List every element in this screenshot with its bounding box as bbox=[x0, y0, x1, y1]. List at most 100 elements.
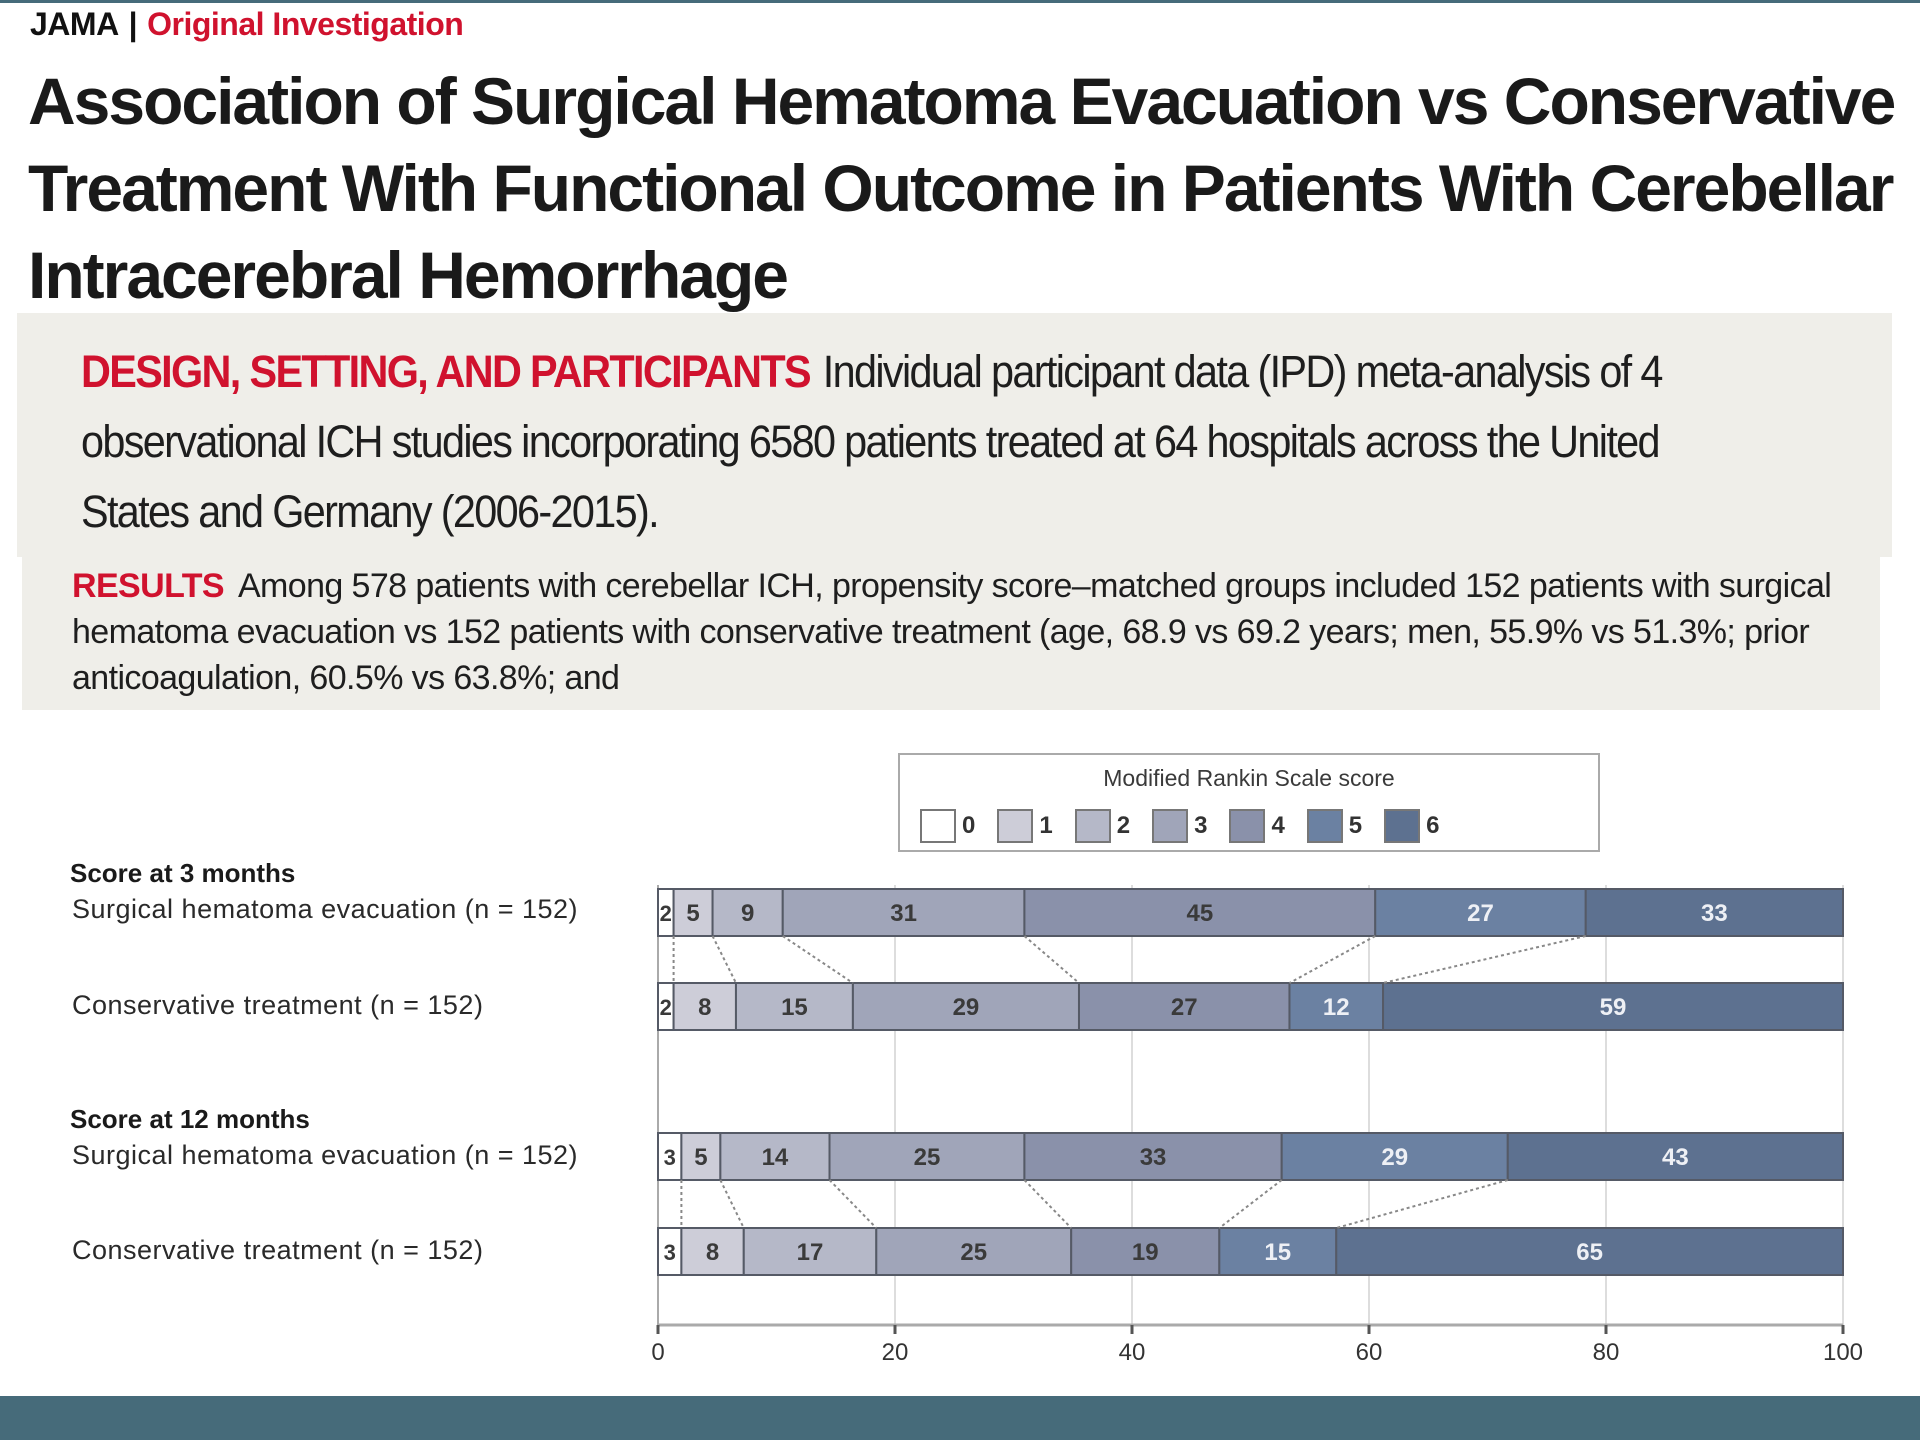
bar-segment-g0-r1-score1 bbox=[672, 982, 737, 1031]
bar-label-g0-r1-score5: 12 bbox=[1323, 994, 1350, 1021]
legend-swatch-2 bbox=[1074, 809, 1111, 843]
design-text: Individual participant data (IPD) meta-a… bbox=[81, 346, 1663, 537]
top-rule bbox=[0, 0, 1920, 3]
bar-label-g1-r0-score3: 25 bbox=[914, 1144, 941, 1171]
bar-label-g0-r1-score4: 27 bbox=[1171, 994, 1198, 1021]
bar-label-g1-r0-score4: 33 bbox=[1140, 1144, 1167, 1171]
legend-swatch-4 bbox=[1229, 809, 1266, 843]
header-separator: | bbox=[128, 6, 138, 42]
row-label-3m-conservative: Conservative treatment (n = 152) bbox=[72, 990, 484, 1020]
legend-label-5: 5 bbox=[1348, 812, 1363, 839]
x-tick-label-40: 40 bbox=[1119, 1339, 1146, 1366]
bar-segment-g1-r0-score5 bbox=[1280, 1132, 1509, 1181]
bar-segment-g0-r1-score6 bbox=[1382, 982, 1844, 1031]
legend-items: 0 1 2 3 4 5 6 bbox=[920, 809, 1462, 843]
results-paragraph: RESULTS Among 578 patients with cerebella… bbox=[72, 563, 1880, 701]
bar-label-g0-r0-score6: 33 bbox=[1701, 900, 1728, 927]
bar-label-g0-r1-score6: 59 bbox=[1600, 994, 1627, 1021]
bar-segment-g0-r1-score5 bbox=[1288, 982, 1385, 1031]
connector-g0-6 bbox=[1382, 935, 1586, 984]
article-title: Association of Surgical Hematoma Evacuat… bbox=[28, 64, 1896, 312]
bar-segment-g1-r1-score2 bbox=[742, 1227, 878, 1276]
connector-g1-5 bbox=[1218, 1179, 1283, 1229]
connector-g1-6 bbox=[1335, 1179, 1509, 1229]
bar-segment-g0-r1-score3 bbox=[851, 982, 1080, 1031]
row-label-3m-surgical: Surgical hematoma evacuation (n = 152) bbox=[72, 894, 579, 924]
bar-label-g0-r0-score5: 27 bbox=[1467, 900, 1494, 927]
connector-g1-3 bbox=[828, 1179, 878, 1229]
x-tick-label-100: 100 bbox=[1823, 1339, 1863, 1366]
connector-g1-4 bbox=[1023, 1179, 1072, 1229]
bar-label-g0-r0-score2: 9 bbox=[741, 900, 754, 927]
legend-item-2: 2 bbox=[1074, 809, 1131, 843]
bar-segment-g0-r0-score5 bbox=[1374, 888, 1587, 937]
bar-label-g0-r1-score3: 29 bbox=[953, 994, 980, 1021]
results-text: Among 578 patients with cerebellar ICH, … bbox=[72, 567, 1832, 697]
bar-segment-g0-r0-score4 bbox=[1023, 888, 1377, 937]
bar-label-g0-r0-score3: 31 bbox=[890, 900, 917, 927]
x-tick-label-80: 80 bbox=[1593, 1339, 1620, 1366]
legend-label-2: 2 bbox=[1116, 812, 1131, 839]
bar-segment-g1-r1-score6 bbox=[1335, 1227, 1844, 1276]
bar-label-g1-r0-score1: 5 bbox=[694, 1144, 707, 1171]
bar-label-g1-r1-score0: 3 bbox=[664, 1240, 676, 1265]
x-tick-label-20: 20 bbox=[882, 1339, 909, 1366]
connector-g0-2 bbox=[711, 935, 737, 984]
bar-segment-g1-r0-score6 bbox=[1506, 1132, 1845, 1181]
legend-title: Modified Rankin Scale score bbox=[1103, 765, 1395, 791]
legend-item-3: 3 bbox=[1152, 809, 1207, 843]
results-box: RESULTS Among 578 patients with cerebella… bbox=[22, 557, 1880, 710]
section-label: Original Investigation bbox=[147, 6, 464, 42]
connector-g1-2 bbox=[719, 1179, 745, 1229]
legend-label-6: 6 bbox=[1426, 812, 1440, 839]
bar-label-g1-r1-score2: 17 bbox=[797, 1239, 824, 1266]
bar-label-g1-r0-score0: 3 bbox=[664, 1145, 676, 1170]
connector-g0-4 bbox=[1023, 935, 1080, 984]
design-heading: DESIGN, SETTING, AND PARTICIPANTS bbox=[81, 346, 812, 397]
bar-label-g0-r0-score4: 45 bbox=[1186, 900, 1213, 927]
bar-label-g1-r0-score6: 43 bbox=[1662, 1144, 1689, 1171]
design-paragraph: DESIGN, SETTING, AND PARTICIPANTS Individ… bbox=[81, 337, 1700, 547]
bar-label-g1-r1-score6: 65 bbox=[1576, 1239, 1603, 1266]
bottom-bar bbox=[0, 1396, 1920, 1440]
legend-swatch-6 bbox=[1384, 809, 1421, 843]
bar-segment-g0-r0-score1 bbox=[672, 888, 714, 937]
connector-g0-5 bbox=[1288, 935, 1376, 984]
bar-segment-g1-r0-score3 bbox=[828, 1132, 1026, 1181]
bar-label-g1-r1-score1: 8 bbox=[706, 1239, 719, 1266]
legend-item-5: 5 bbox=[1306, 809, 1363, 843]
row-label-12m-conservative: Conservative treatment (n = 152) bbox=[72, 1235, 484, 1265]
legend-swatch-5 bbox=[1306, 809, 1343, 843]
bar-segment-g0-r1-score2 bbox=[734, 982, 854, 1031]
bar-segment-g0-r0-score6 bbox=[1584, 888, 1844, 937]
legend-item-6: 6 bbox=[1384, 809, 1440, 843]
chart-legend: Modified Rankin Scale score 0 1 2 3 4 5 6 bbox=[898, 753, 1600, 852]
group-label-12-months: Score at 12 months bbox=[70, 1104, 310, 1134]
legend-label-3: 3 bbox=[1194, 812, 1208, 839]
bar-label-g1-r0-score5: 29 bbox=[1381, 1144, 1408, 1171]
journal-header: JAMA | Original Investigation bbox=[30, 6, 464, 43]
legend-item-0: 0 bbox=[920, 809, 975, 843]
bar-label-g1-r0-score2: 14 bbox=[762, 1144, 789, 1171]
results-heading: RESULTS bbox=[72, 567, 225, 605]
bar-label-g0-r1-score0: 2 bbox=[660, 995, 672, 1020]
x-tick-label-0: 0 bbox=[651, 1339, 664, 1366]
legend-label-4: 4 bbox=[1271, 812, 1285, 839]
bar-label-g0-r0-score1: 5 bbox=[686, 900, 699, 927]
row-label-12m-surgical: Surgical hematoma evacuation (n = 152) bbox=[72, 1140, 579, 1170]
legend-swatch-3 bbox=[1152, 809, 1189, 843]
connector-g0-3 bbox=[782, 935, 854, 984]
bar-label-g0-r1-score1: 8 bbox=[698, 994, 711, 1021]
bar-label-g1-r1-score3: 25 bbox=[960, 1239, 987, 1266]
x-tick-label-60: 60 bbox=[1356, 1339, 1383, 1366]
design-box: DESIGN, SETTING, AND PARTICIPANTS Individ… bbox=[17, 313, 1892, 557]
journal-name: JAMA bbox=[30, 6, 119, 42]
legend-swatch-1 bbox=[997, 809, 1034, 843]
bar-label-g0-r1-score2: 15 bbox=[781, 994, 808, 1021]
legend-swatch-0 bbox=[920, 809, 956, 843]
legend-label-1: 1 bbox=[1039, 812, 1053, 839]
legend-item-1: 1 bbox=[997, 809, 1053, 843]
bar-label-g1-r1-score4: 19 bbox=[1132, 1239, 1159, 1266]
group-label-3-months: Score at 3 months bbox=[70, 858, 296, 888]
